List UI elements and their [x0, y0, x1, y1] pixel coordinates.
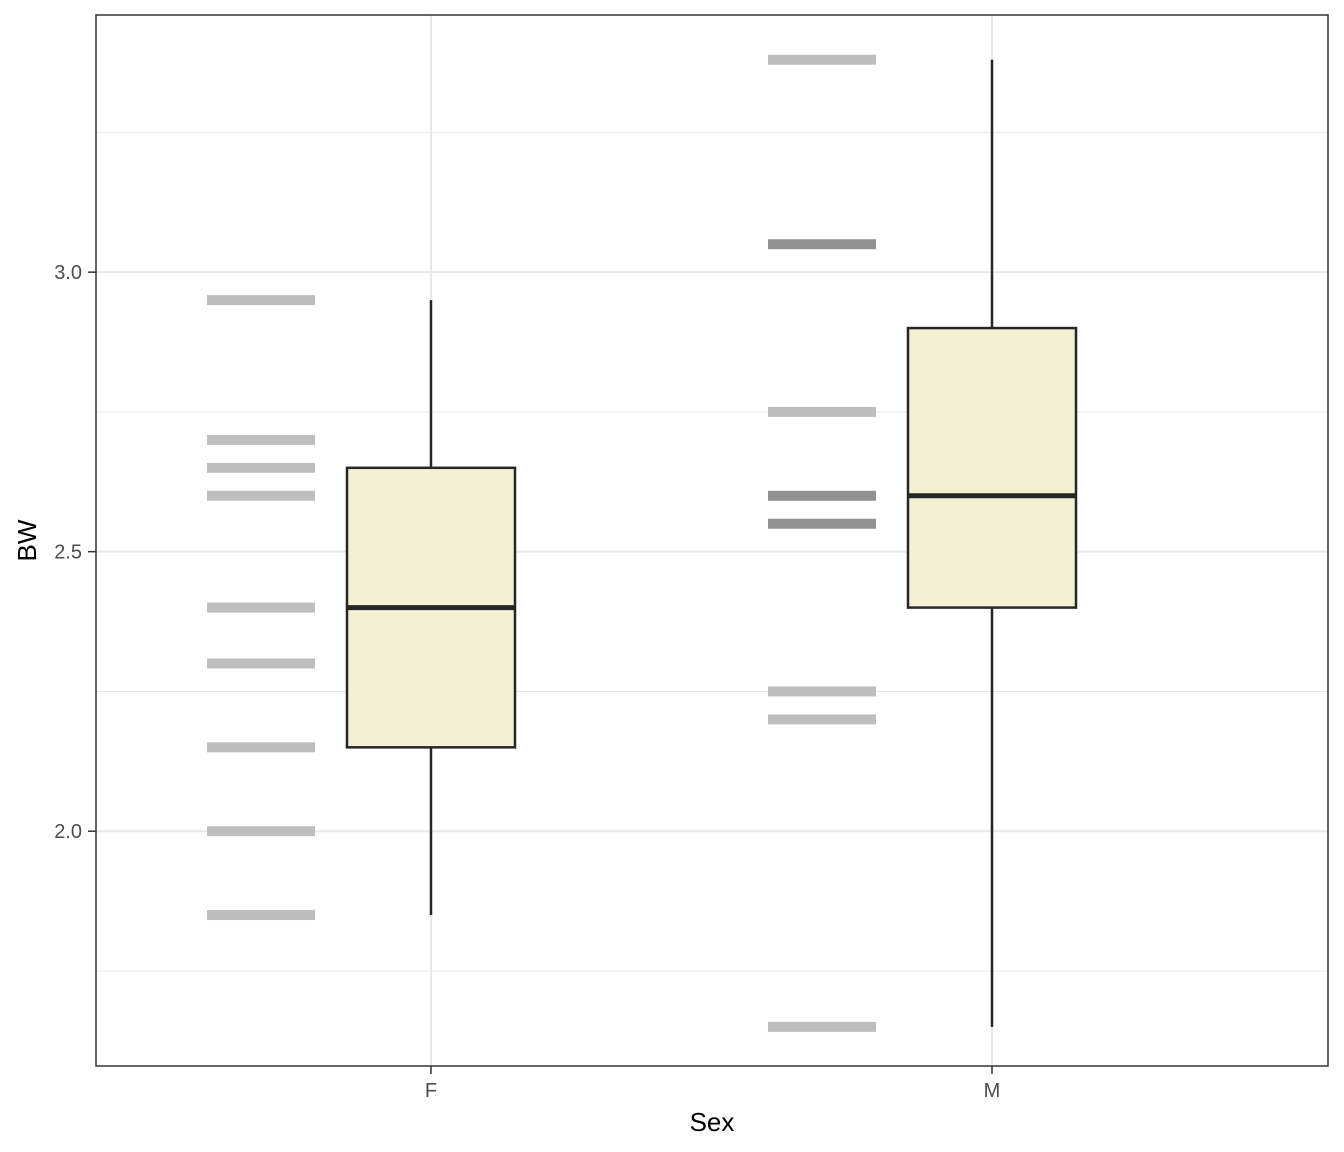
boxes — [345, 59, 1078, 1027]
grid-lines — [96, 15, 1328, 1066]
x-tick-label: F — [425, 1080, 437, 1102]
rug-mark — [207, 742, 315, 753]
rug-mark — [207, 826, 315, 837]
y-tick-label: 2.5 — [54, 542, 82, 564]
rug-mark — [207, 490, 315, 501]
rug-mark — [768, 714, 876, 725]
panel-border — [95, 14, 1329, 1067]
rug-mark — [207, 602, 315, 613]
rug-mark — [207, 910, 315, 921]
rug-mark — [768, 686, 876, 697]
rug-mark — [768, 239, 876, 250]
rug-mark — [768, 1021, 876, 1032]
y-tick-label: 2.0 — [54, 821, 82, 843]
y-axis-title: BW — [12, 519, 42, 561]
x-axis-title: Sex — [690, 1107, 735, 1137]
rug-mark — [207, 295, 315, 306]
rug-mark — [207, 658, 315, 669]
rug-mark — [207, 462, 315, 473]
x-tick-label: M — [984, 1080, 1001, 1102]
box-iqr — [906, 326, 1078, 609]
rug-mark — [768, 518, 876, 529]
rug-mark — [207, 434, 315, 445]
rug-mark — [768, 406, 876, 417]
y-tick-label: 3.0 — [54, 262, 82, 284]
rug-marks — [207, 54, 876, 1032]
y-axis: 2.0 2.5 3.0 — [54, 262, 96, 843]
rug-mark — [768, 490, 876, 501]
rug-mark — [768, 54, 876, 65]
